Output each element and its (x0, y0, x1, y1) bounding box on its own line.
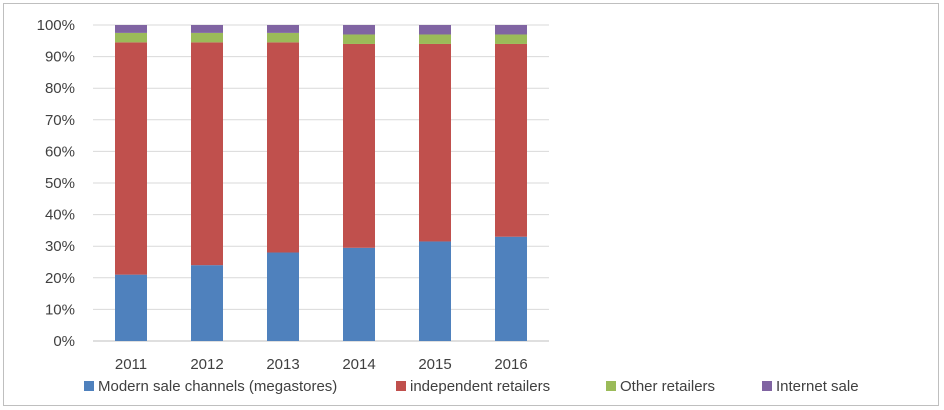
bar-segment (267, 32, 299, 43)
x-tick-label: 2016 (494, 356, 527, 372)
bar-segment (343, 25, 375, 35)
gridlines (93, 24, 549, 342)
x-tick-label: 2011 (115, 356, 147, 372)
bar-segment (191, 265, 223, 341)
bar-segment (343, 34, 375, 44)
bar-segment (115, 42, 147, 275)
legend: Modern sale channels (megastores) indepen… (0, 375, 944, 397)
bar-segment (343, 247, 375, 341)
bar-segment (115, 274, 147, 341)
x-tick-label: 2014 (342, 356, 375, 372)
legend-label: independent retailers (410, 377, 551, 395)
bar-segment (115, 25, 147, 33)
bars (115, 25, 527, 341)
y-tick-label: 100% (37, 17, 75, 34)
legend-swatch (606, 381, 616, 391)
legend-swatch (84, 381, 94, 391)
bar-segment (495, 34, 527, 44)
legend-label: Modern sale channels (megastores) (98, 377, 338, 395)
bar-segment (267, 25, 299, 33)
bar-segment (191, 25, 223, 33)
y-tick-label: 30% (45, 238, 75, 255)
y-tick-label: 0% (53, 333, 75, 350)
bar-segment (419, 34, 451, 44)
y-tick-label: 50% (45, 175, 75, 192)
x-tick-label: 2015 (418, 356, 451, 372)
bar-segment (419, 25, 451, 35)
legend-swatch (396, 381, 406, 391)
bar-segment (115, 32, 147, 43)
y-tick-label: 10% (45, 301, 75, 318)
bar-segment (419, 241, 451, 341)
y-tick-label: 40% (45, 207, 75, 224)
legend-label: Other retailers (620, 377, 716, 395)
y-tick-label: 60% (45, 143, 75, 160)
y-axis: 0% 10% 20% 30% 40% 50% 60% 70% 80% 90% 100% (37, 17, 75, 350)
legend-swatch (762, 381, 772, 391)
x-tick-label: 2013 (266, 356, 299, 372)
x-tick-label: 2012 (190, 356, 223, 372)
bar-segment (495, 236, 527, 341)
chart-frame (3, 3, 939, 406)
legend-item: Other retailers (606, 378, 715, 395)
bar-segment (267, 42, 299, 253)
y-tick-label: 20% (45, 270, 75, 287)
bar-segment (267, 252, 299, 341)
bar-segment (343, 43, 375, 248)
y-tick-label: 80% (45, 80, 75, 97)
y-tick-label: 90% (45, 49, 75, 66)
bar-segment (191, 32, 223, 43)
legend-label: Internet sale (776, 377, 859, 395)
x-axis: 2011 2012 2013 2014 2015 2016 (115, 356, 528, 372)
legend-item: Modern sale channels (megastores) (84, 378, 337, 395)
y-tick-label: 70% (45, 112, 75, 129)
bar-segment (191, 42, 223, 266)
legend-item: independent retailers (396, 378, 550, 395)
stacked-bar-chart: 0%10%20%30%40%50%60%70%80%90%100% 2011 20… (37, 17, 549, 372)
bar-segment (495, 43, 527, 237)
legend-item: Internet sale (762, 378, 859, 395)
bar-segment (495, 25, 527, 35)
bar-segment (419, 43, 451, 242)
